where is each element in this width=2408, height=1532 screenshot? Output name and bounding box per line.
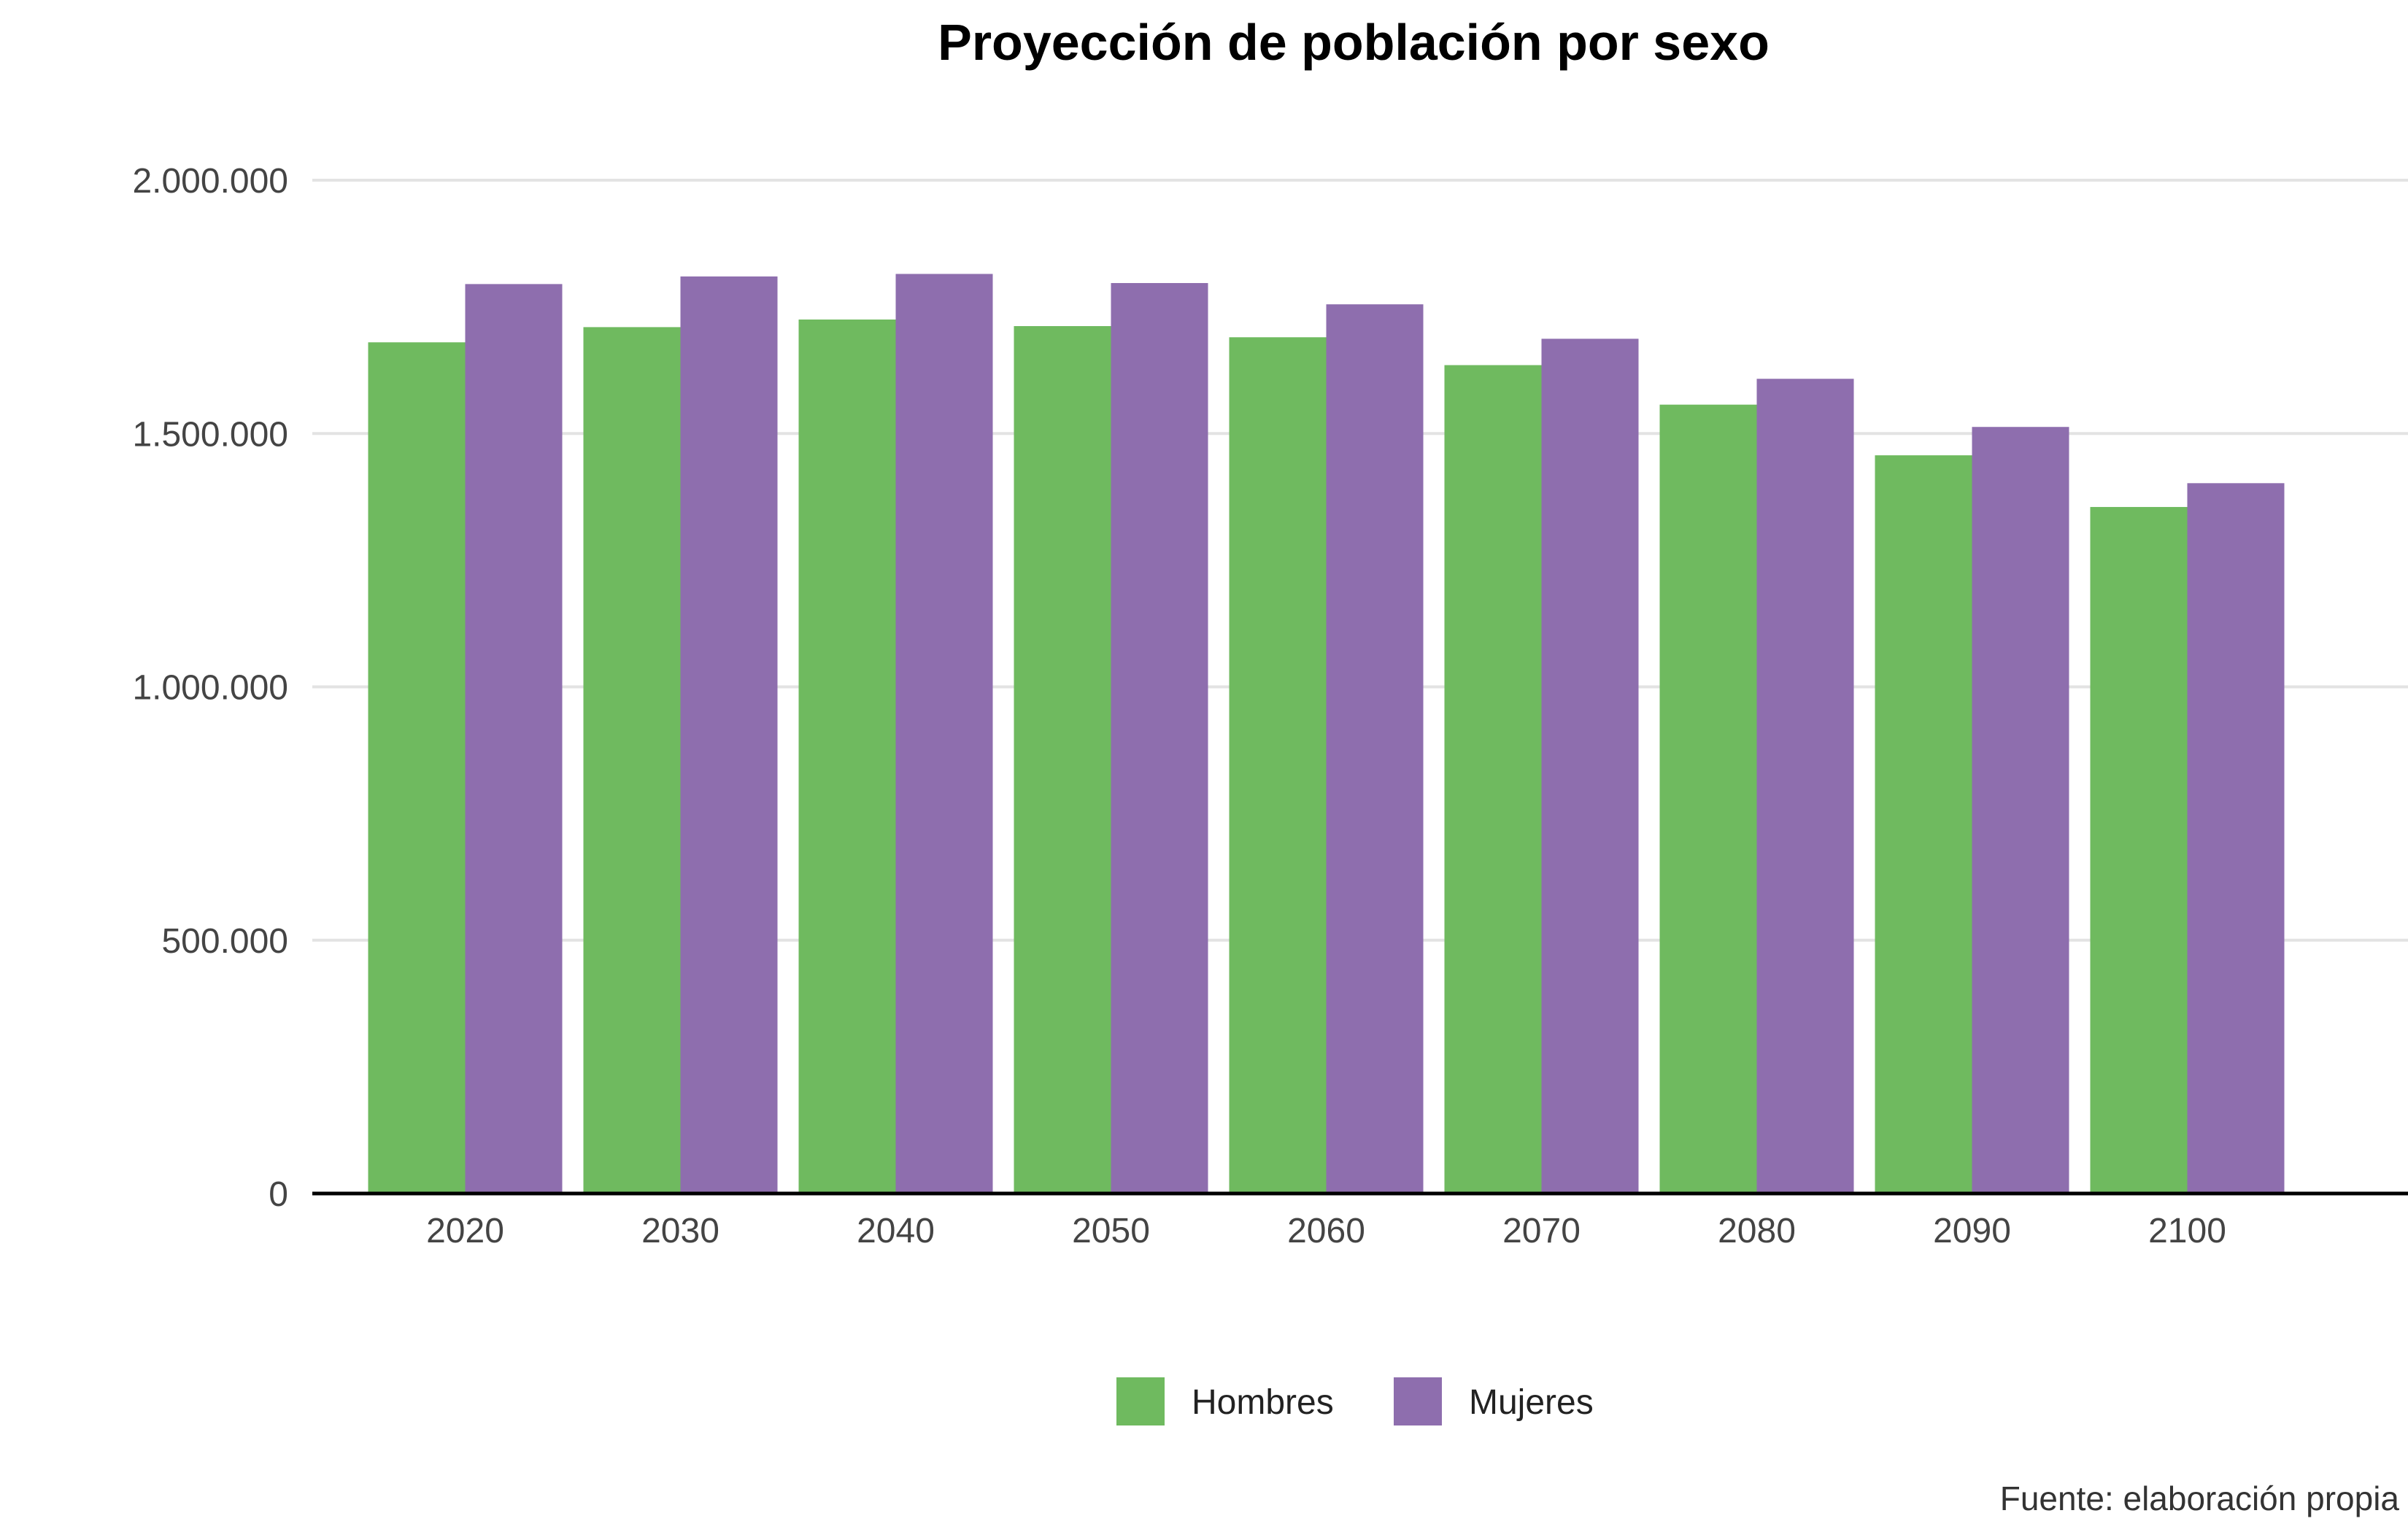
bar-mujeres-2040 bbox=[895, 274, 993, 1194]
bar-hombres-2020 bbox=[368, 342, 466, 1194]
bar-mujeres-2070 bbox=[1541, 338, 1639, 1194]
bar-mujeres-2100 bbox=[2187, 483, 2285, 1194]
x-tick-label: 2030 bbox=[641, 1212, 719, 1250]
bar-hombres-2100 bbox=[2090, 506, 2188, 1194]
chart-title: Proyección de población por sexo bbox=[938, 14, 1770, 71]
bar-mujeres-2090 bbox=[1972, 427, 2069, 1194]
y-tick-label: 500.000 bbox=[161, 922, 288, 961]
bars bbox=[368, 274, 2285, 1194]
x-tick-label: 2060 bbox=[1287, 1212, 1365, 1250]
y-axis-tick-labels: 0 500.000 1.000.000 1.500.000 2.000.000 bbox=[132, 162, 288, 1214]
bar-hombres-2070 bbox=[1444, 365, 1542, 1194]
x-tick-label: 2040 bbox=[857, 1212, 935, 1250]
bar-hombres-2030 bbox=[583, 327, 681, 1194]
bar-mujeres-2030 bbox=[680, 276, 778, 1194]
y-tick-label: 2.000.000 bbox=[132, 162, 288, 201]
legend-label-hombres: Hombres bbox=[1192, 1383, 1334, 1422]
x-tick-label: 2020 bbox=[426, 1212, 504, 1250]
y-tick-label: 0 bbox=[269, 1175, 288, 1214]
source-caption: Fuente: elaboración propia bbox=[2000, 1479, 2400, 1517]
x-tick-label: 2100 bbox=[2148, 1212, 2226, 1250]
x-tick-label: 2090 bbox=[1933, 1212, 2011, 1250]
y-tick-label: 1.000.000 bbox=[132, 669, 288, 708]
bar-mujeres-2020 bbox=[465, 284, 563, 1194]
legend: Hombres Mujeres bbox=[1116, 1377, 1594, 1425]
bar-mujeres-2080 bbox=[1756, 379, 1854, 1194]
legend-swatch-hombres bbox=[1116, 1377, 1165, 1425]
bar-hombres-2090 bbox=[1875, 455, 1972, 1194]
x-axis-tick-labels: 2020 2030 2040 2050 2060 2070 2080 2090 2100 bbox=[426, 1212, 2226, 1250]
legend-label-mujeres: Mujeres bbox=[1469, 1383, 1594, 1422]
bar-hombres-2080 bbox=[1659, 404, 1757, 1194]
bar-mujeres-2050 bbox=[1111, 282, 1208, 1194]
y-tick-label: 1.500.000 bbox=[132, 415, 288, 454]
bar-hombres-2050 bbox=[1014, 326, 1111, 1194]
legend-swatch-mujeres bbox=[1394, 1377, 1442, 1425]
x-tick-label: 2050 bbox=[1072, 1212, 1150, 1250]
bar-hombres-2060 bbox=[1229, 337, 1327, 1194]
bar-mujeres-2060 bbox=[1326, 304, 1424, 1194]
bar-hombres-2040 bbox=[798, 319, 896, 1194]
x-tick-label: 2080 bbox=[1718, 1212, 1796, 1250]
x-tick-label: 2070 bbox=[1502, 1212, 1581, 1250]
